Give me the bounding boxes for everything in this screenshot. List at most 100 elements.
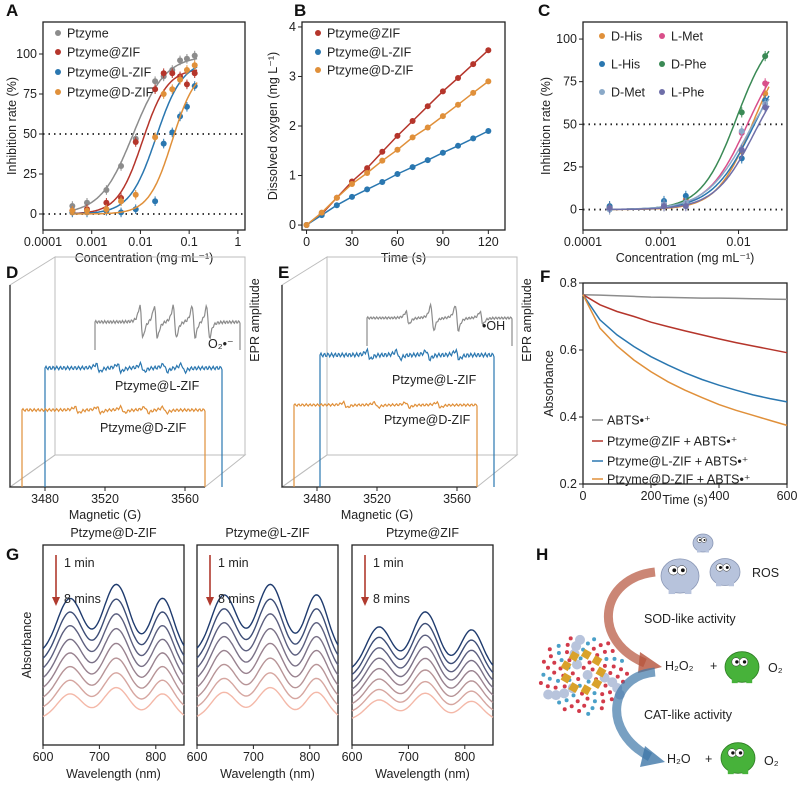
data-point [118,198,125,205]
legend-label: D-Phe [671,58,706,72]
arrow-start-label: 1 min [373,556,404,570]
y-tick-label: 25 [563,160,577,174]
arrow-head-icon [640,746,665,767]
legend-marker [315,49,321,55]
y-tick-label: 50 [563,117,577,131]
trace-label: Ptzyme@D-ZIF [100,421,187,435]
series-line [582,293,788,301]
oxygen-icon [724,651,760,684]
x-axis-label: Magnetic (G) [341,508,413,522]
spectrum-curve [42,686,185,718]
spectrum-curve [351,634,494,683]
x-tick-label: 800 [454,750,475,764]
arrow-head-icon [361,597,369,606]
legend-label: L-His [611,58,640,72]
spectrum-curve [42,613,185,669]
data-point [83,199,90,206]
data-point [470,61,477,68]
x-tick-label: 90 [436,235,450,249]
spectrum-curve [351,680,494,712]
legend-marker [315,67,321,73]
spectrum-curve [196,627,339,678]
h2o-label: H₂O [667,752,691,766]
x-axis-label: Magnetic (G) [69,508,141,522]
trace-label: Ptzyme@D-ZIF [384,413,471,427]
data-point [318,209,325,216]
spectrum-curve [351,692,494,719]
data-point [160,140,167,147]
y-tick-label: 50 [23,127,37,141]
series-Ptzyme@D-ZIF [303,78,492,229]
series-ABTS•⁺ [582,293,788,301]
legend-marker [55,89,61,95]
x-tick-label: 3480 [303,492,331,506]
spectrum-curve [42,672,185,708]
data-point [485,47,492,54]
data-point [103,206,110,213]
data-point [152,198,159,205]
spectrum-curve [196,613,339,669]
y-tick-label: 0.6 [560,343,577,357]
legend-marker [55,69,61,75]
x-tick-label: 0.001 [76,235,107,249]
legend-label: D-Met [611,86,646,100]
y-axis-label: Dissolved oxygen (mg L⁻¹) [266,52,280,200]
x-tick-label: 3560 [443,492,471,506]
data-point [394,146,401,153]
data-point [333,202,340,209]
data-point [762,53,769,60]
panel-label: C [538,1,550,20]
x-axis-label: Wavelength (nm) [375,767,470,781]
x-tick-label: 0.1 [180,235,197,249]
legend-label: Ptzyme@L-ZIF + ABTS•⁺ [607,455,748,469]
panel-label: B [294,1,306,20]
x-tick-label: 400 [709,489,730,503]
data-point [191,52,198,59]
chart-E: 3480 3520 3560 Magnetic (G) EPR amplitude •OH… [280,256,534,522]
data-point [394,132,401,139]
data-point [103,199,110,206]
data-point [379,157,386,164]
series-Ptzyme@L-ZIF [303,127,492,229]
spectrum-curve [351,669,494,705]
spectrum-curve [196,657,339,698]
data-point [83,207,90,214]
ros-icon [692,533,714,553]
series-Ptzyme@D-ZIF [69,60,198,216]
axis-frame [9,285,205,488]
x-tick-label: 600 [33,750,54,764]
subplot-2: Ptzyme@ZIF 600 700 800 Wavelength (nm) 1 min 8… [342,526,494,781]
ros-label: ROS [752,566,779,580]
data-point [191,70,198,77]
panel-label: D [6,263,18,282]
scheme-H: ROS SOD-like activity H₂O₂ + O₂ CAT-like acti… [538,533,783,775]
legend-label: Ptzyme [67,27,109,41]
arrow-head-icon [206,597,214,606]
data-point [177,76,184,83]
data-point [424,124,431,131]
data-point [160,91,167,97]
series-line [582,294,788,354]
data-point [103,187,110,193]
data-point [762,80,769,87]
plot-frame [42,21,246,231]
x-tick-label: 600 [187,750,208,764]
y-tick-label: 2 [289,119,296,133]
x-tick-label: 30 [345,235,359,249]
arrow-head-icon [638,652,662,673]
x-tick-label: 600 [342,750,363,764]
x-tick-label: 0 [580,489,587,503]
data-point [738,146,745,153]
plot-frame [351,544,494,746]
spectrum-curve [196,672,339,708]
y-tick-label: 100 [16,47,37,61]
y-tick-label: 75 [563,75,577,89]
spectrum-curve [196,598,339,659]
floor [280,454,519,488]
z-axis-label: EPR amplitude [520,278,534,361]
x-axis-label: Concentration (mg mL⁻¹) [616,251,755,265]
x-tick-label: 200 [641,489,662,503]
data-point [409,134,416,141]
arrow-end-label: 8 mins [64,592,101,606]
